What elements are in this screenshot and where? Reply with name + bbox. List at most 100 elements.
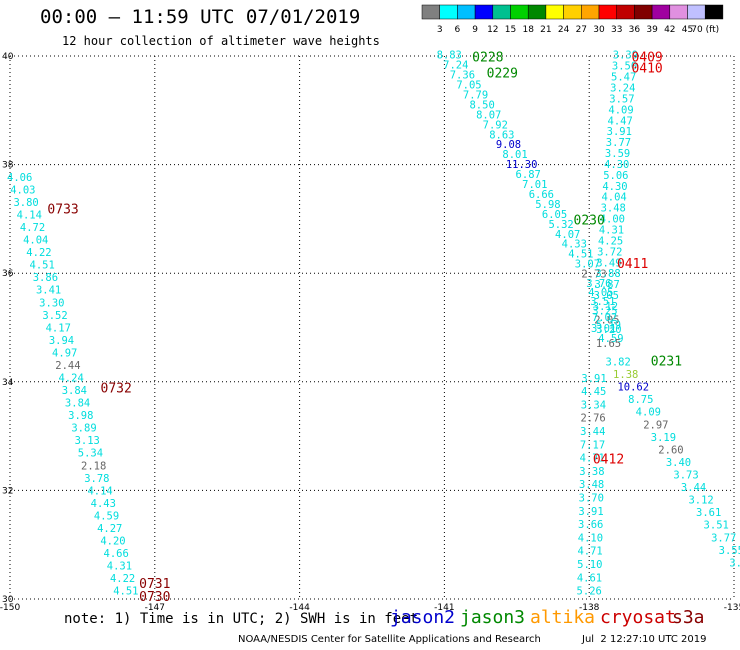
wave-height-value: 4.45 [581, 386, 606, 398]
wave-height-value: 3.30 [39, 297, 64, 309]
pass-time-label: 0733 [47, 202, 78, 217]
wave-height-value: 8.75 [628, 394, 653, 406]
wave-height-value: 8.50 [469, 99, 494, 111]
wave-height-value: 3.91 [581, 373, 606, 385]
wave-height-value: 4.05 [588, 287, 613, 299]
x-tick-label: -138 [579, 603, 600, 613]
wave-height-value: 4.04 [601, 192, 626, 204]
wave-height-value: 4.10 [578, 532, 603, 544]
legend-cryosat: cryosat [600, 607, 676, 628]
wave-height-value: 3.41 [36, 285, 61, 297]
wave-height-value: 3.94 [49, 335, 74, 347]
wave-height-value: 4.30 [604, 159, 629, 171]
wave-height-value: 2.18 [81, 460, 106, 472]
wave-height-value: 3.84 [65, 398, 90, 410]
legend-label: 45 [682, 25, 693, 35]
wave-height-value: 7.02 [592, 312, 617, 324]
pass-time-label: 0409 [631, 50, 662, 65]
wave-height-value: 3.55 [719, 545, 740, 557]
wave-height-value: 4.03 [10, 184, 35, 196]
wave-height-value: 3.76 [586, 278, 611, 290]
x-tick-label: -144 [289, 603, 310, 613]
wave-height-value: 3.48 [579, 479, 604, 491]
wave-height-value: 1.38 [613, 369, 638, 381]
wave-height-value: 4.47 [608, 115, 633, 127]
pass-time-label: 0412 [593, 452, 624, 467]
wave-height-value: 3.52 [42, 310, 67, 322]
wave-height-value: 1.65 [596, 338, 621, 350]
y-tick-label: 40 [2, 52, 14, 62]
wave-height-value: 4.22 [26, 247, 51, 259]
wave-height-value: 3.88 [595, 268, 620, 280]
wave-height-value: 4.09 [608, 104, 633, 116]
wave-height-value: 3.73 [673, 470, 698, 482]
wave-height-value: 5.34 [78, 448, 103, 460]
note-text: note: 1) Time is in UTC; 2) SWH is in fe… [64, 611, 419, 627]
wave-height-value: 4.06 [7, 172, 32, 184]
wave-height-value: 3.20 [596, 324, 621, 336]
wave-height-value: 3.57 [609, 93, 634, 105]
wave-height-value: 9.08 [496, 139, 521, 151]
x-tick-label: -147 [145, 603, 165, 613]
legend-label: 39 [646, 25, 658, 35]
legend-label: 70 (ft) [691, 25, 719, 35]
legend-altika: altika [530, 607, 596, 628]
wave-height-value: 4.71 [577, 546, 602, 558]
wave-height-value: 3.91 [578, 506, 603, 518]
wave-height-value: 3.80 [13, 197, 38, 209]
wave-height-value: 3.50 [612, 61, 637, 73]
legend-label: 18 [522, 25, 534, 35]
legend-label: 9 [472, 25, 478, 35]
map-subtitle: 12 hour collection of altimeter wave hei… [62, 34, 380, 48]
wave-height-value: 2.44 [55, 360, 80, 372]
legend-label: 6 [455, 25, 461, 35]
pass-time-label: 0730 [139, 590, 170, 605]
legend-label: 15 [505, 25, 516, 35]
wave-height-value: 3.51 [590, 296, 615, 308]
legend-s3a: s3a [672, 607, 705, 628]
pass-time-label: 0411 [617, 257, 648, 272]
pass-time-label: 0231 [651, 355, 682, 370]
wave-height-value: 3.77 [606, 137, 631, 149]
wave-height-value: 7.36 [450, 70, 475, 82]
x-tick-label: -135 [724, 603, 740, 613]
pass-time-label: 0230 [574, 213, 605, 228]
map-title: 00:00 – 11:59 UTC 07/01/2019 [40, 6, 361, 28]
wave-height-value: 3.59 [605, 148, 630, 160]
legend-label: 33 [611, 25, 622, 35]
wave-height-value: 5.10 [577, 559, 602, 571]
wave-height-value: 3.84 [62, 385, 87, 397]
wave-height-value: 4.24 [58, 373, 83, 385]
wave-height-value: 8.63 [489, 129, 514, 141]
wave-height-value: 10.62 [617, 382, 649, 394]
wave-height-value: 3.70 [579, 493, 604, 505]
wave-height-value: 5.47 [611, 72, 636, 84]
legend-label: 12 [487, 25, 498, 35]
wave-height-value: 4.14 [17, 210, 42, 222]
wave-height-value: 3.48 [601, 203, 626, 215]
wave-height-value: 2.76 [580, 413, 605, 425]
wave-height-value: 5.19 [596, 320, 621, 332]
footer-credit: NOAA/NESDIS Center for Satellite Applica… [238, 634, 541, 645]
wave-height-value: 4.22 [110, 573, 135, 585]
x-tick-label: -141 [434, 603, 454, 613]
wave-height-value: 3.87 [595, 279, 620, 291]
wave-height-value: 4.14 [87, 485, 112, 497]
wave-height-value: 7.01 [522, 179, 547, 191]
wave-height-value: 6.87 [516, 169, 541, 181]
legend-label: 30 [593, 25, 605, 35]
legend-label: 27 [576, 25, 587, 35]
wave-height-value: 3.38 [579, 466, 604, 478]
wave-height-value: 7.24 [443, 60, 468, 72]
wave-height-value: 4.09 [636, 407, 661, 419]
wave-height-value: 4.04 [23, 235, 48, 247]
wave-height-value: 3.89 [71, 423, 96, 435]
wave-height-value: 3.82 [606, 357, 631, 369]
wave-height-value: 4.59 [94, 510, 119, 522]
wave-height-value: 5.98 [535, 199, 560, 211]
pass-time-label: 0732 [101, 382, 132, 397]
legend-jason3: jason3 [460, 607, 526, 628]
wave-height-value: 4.31 [107, 561, 132, 573]
wave-height-value: 3.24 [610, 82, 635, 94]
wave-height-value: 5.26 [577, 586, 602, 598]
